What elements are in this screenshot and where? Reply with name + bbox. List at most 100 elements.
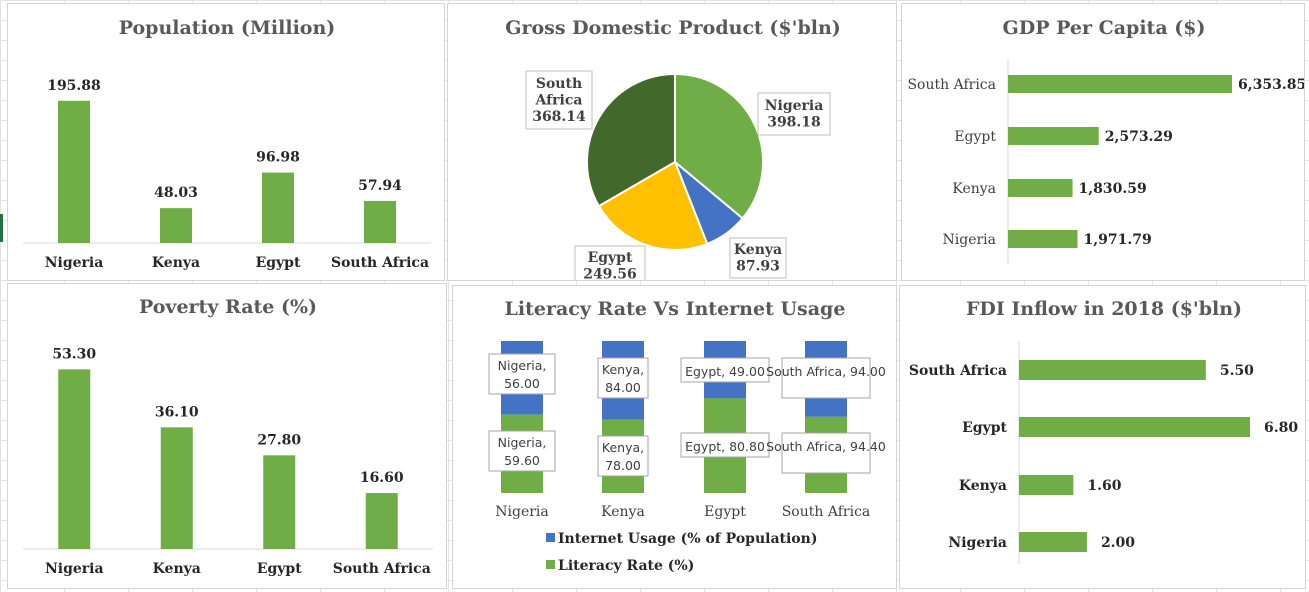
- slice-egypt[interactable]: [597, 160, 709, 251]
- data-label: 1,971.79: [1084, 232, 1152, 248]
- fdi-chart-svg: FDI Inflow in 2018 ($'bln) 5.50 South Afr…: [909, 298, 1298, 564]
- category-label: Nigeria: [495, 504, 549, 520]
- category-label: Egypt: [704, 504, 746, 520]
- data-label: 6.80: [1264, 420, 1298, 436]
- bar-nigeria[interactable]: [1008, 230, 1078, 248]
- stack-label-line: 59.60: [504, 453, 540, 468]
- bar-nigeria[interactable]: [58, 100, 90, 243]
- data-label: 53.30: [52, 346, 96, 362]
- stack-data-label: Nigeria, 56.00: [488, 353, 556, 395]
- stack-label-line: South Africa, 94.40: [766, 439, 886, 454]
- fdi-chart[interactable]: FDI Inflow in 2018 ($'bln) 5.50 South Afr…: [899, 285, 1306, 589]
- gdp-per-capita-chart[interactable]: GDP Per Capita ($) 6,353.85 South Africa 2…: [901, 3, 1305, 281]
- literacy-internet-chart[interactable]: Literacy Rate Vs Internet Usage Nigeria K…: [452, 285, 897, 589]
- bar-kenya[interactable]: [160, 208, 192, 243]
- bar-south-africa[interactable]: [1008, 75, 1232, 93]
- data-label: 27.80: [257, 432, 301, 448]
- bar-kenya[interactable]: [1019, 475, 1074, 495]
- selected-cell-indicator: [0, 214, 3, 242]
- category-label: Kenya: [152, 255, 200, 271]
- literacy-internet-chart-svg: Literacy Rate Vs Internet Usage Nigeria K…: [488, 298, 886, 574]
- data-label: 36.10: [155, 404, 199, 420]
- stack-label-line: 78.00: [605, 458, 641, 473]
- pie-label-line: Kenya: [734, 242, 782, 258]
- stack-label-line: Nigeria,: [498, 435, 547, 450]
- data-label: 1,830.59: [1079, 181, 1147, 197]
- bar-nigeria[interactable]: [58, 369, 91, 549]
- category-label: Kenya: [601, 504, 645, 520]
- chart-title: FDI Inflow in 2018 ($'bln): [966, 298, 1242, 320]
- gdp-chart[interactable]: Gross Domestic Product ($'bln) Nigeria 39…: [447, 3, 897, 281]
- bar-south-africa[interactable]: [364, 200, 396, 243]
- stack-label-line: Kenya,: [602, 362, 644, 377]
- bar-nigeria[interactable]: [1019, 532, 1087, 552]
- stack-data-label: South Africa, 94.00: [766, 357, 886, 399]
- pie-label-line: South: [536, 76, 582, 92]
- bar-egypt[interactable]: [1008, 127, 1099, 145]
- data-label: 57.94: [358, 178, 402, 194]
- stack-data-label: Egypt, 80.80: [680, 432, 770, 458]
- category-label: Kenya: [153, 561, 201, 577]
- chart-title: Literacy Rate Vs Internet Usage: [505, 298, 846, 320]
- data-label: 6,353.85: [1238, 77, 1305, 93]
- category-label: Nigeria: [943, 232, 997, 248]
- category-label: South Africa: [909, 363, 1007, 379]
- data-label: 1.60: [1087, 478, 1121, 494]
- bar-kenya[interactable]: [1008, 179, 1073, 197]
- bar-egypt[interactable]: [262, 172, 294, 243]
- category-label: South Africa: [331, 255, 429, 271]
- data-label: 16.60: [360, 470, 404, 486]
- pie-label-line: Nigeria: [765, 98, 824, 114]
- category-label: Kenya: [952, 181, 996, 197]
- gdp-per-capita-marks: 6,353.85 South Africa 2,573.29 Egypt 1,830.5…: [907, 59, 1305, 264]
- legend-item[interactable]: Internet Usage (% of Population): [546, 531, 817, 547]
- poverty-chart[interactable]: Poverty Rate (%) 53.30 Nigeria 36.10 Kenya 2…: [7, 283, 447, 589]
- category-label: Egypt: [954, 129, 996, 145]
- poverty-marks: 53.30 Nigeria 36.10 Kenya 27.80 Egypt 16.60 Sou…: [23, 346, 433, 577]
- data-label: 2.00: [1101, 535, 1135, 551]
- bar-south-africa[interactable]: [365, 493, 398, 549]
- gdp-per-capita-chart-svg: GDP Per Capita ($) 6,353.85 South Africa 2…: [907, 17, 1305, 264]
- chart-title: Gross Domestic Product ($'bln): [505, 17, 841, 39]
- pie-label-line: 368.14: [532, 109, 586, 125]
- stack-label-line: 56.00: [504, 376, 540, 391]
- stack-label-line: 84.00: [605, 380, 641, 395]
- pie-label-line: Egypt: [588, 250, 633, 266]
- population-chart[interactable]: Population (Million) 195.88 Nigeria 48.03 K…: [7, 3, 445, 281]
- stack-data-label: Egypt, 49.00: [680, 357, 770, 383]
- slice-nigeria[interactable]: [674, 72, 764, 220]
- data-label: 2,573.29: [1105, 129, 1173, 145]
- gdp-chart-svg: Gross Domestic Product ($'bln) Nigeria39…: [505, 17, 841, 282]
- stack-label-line: Egypt, 80.80: [685, 439, 765, 454]
- stack-data-label: Kenya, 78.00: [597, 435, 649, 477]
- stack-data-label: Kenya, 84.00: [597, 357, 649, 399]
- legend-label: Internet Usage (% of Population): [558, 531, 817, 547]
- stack-data-label: Nigeria, 59.60: [488, 430, 556, 472]
- bar-egypt[interactable]: [1019, 417, 1250, 437]
- pie-label-line: 87.93: [736, 259, 780, 275]
- bar-kenya[interactable]: [160, 427, 193, 549]
- slice-south-africa[interactable]: [586, 72, 676, 208]
- poverty-chart-svg: Poverty Rate (%) 53.30 Nigeria 36.10 Kenya 2…: [23, 296, 433, 577]
- data-label: 195.88: [47, 78, 101, 94]
- legend-swatch: [546, 533, 555, 542]
- category-label: South Africa: [333, 561, 431, 577]
- stack-label-line: South Africa, 94.00: [766, 364, 886, 379]
- population-marks: 195.88 Nigeria 48.03 Kenya 96.98 Egypt 57.94 So…: [23, 78, 431, 271]
- literacy-internet-marks: Nigeria Kenya Egypt South Africa Nigeria, 56.…: [488, 341, 886, 574]
- data-label: 48.03: [154, 185, 198, 201]
- bar-south-africa[interactable]: [1019, 360, 1206, 380]
- pie-label-line: 249.56: [583, 267, 637, 282]
- bar-egypt[interactable]: [263, 455, 296, 549]
- category-label: Egypt: [257, 561, 302, 577]
- legend-item[interactable]: Literacy Rate (%): [546, 558, 694, 574]
- data-label: 96.98: [256, 150, 300, 166]
- population-chart-svg: Population (Million) 195.88 Nigeria 48.03 K…: [23, 17, 431, 271]
- chart-title: Poverty Rate (%): [139, 296, 317, 318]
- stack-data-label: South Africa, 94.40: [766, 432, 886, 474]
- stack-label-line: Kenya,: [602, 440, 644, 455]
- category-label: South Africa: [782, 504, 871, 520]
